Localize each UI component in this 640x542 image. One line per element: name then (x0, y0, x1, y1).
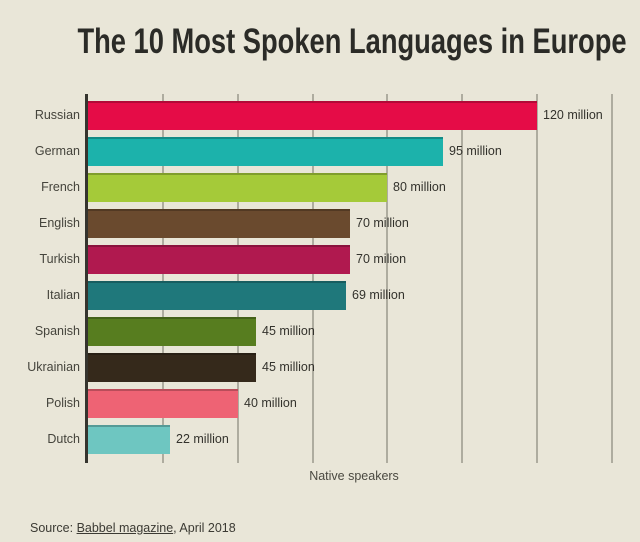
bar-russian (88, 101, 537, 130)
gridline-140 (610, 94, 613, 463)
category-label-turkish: Turkish (39, 252, 80, 266)
bar-italian (88, 281, 346, 310)
value-label-english: 70 million (356, 216, 409, 230)
gridline-80 (386, 94, 389, 463)
value-label-italian: 69 million (352, 288, 405, 302)
value-label-dutch: 22 million (176, 432, 229, 446)
category-label-dutch: Dutch (47, 432, 80, 446)
gridline-20 (161, 94, 164, 463)
bar-dutch (88, 425, 170, 454)
value-label-german: 95 million (449, 144, 502, 158)
category-label-italian: Italian (46, 288, 80, 302)
source-note: Source: Babbel magazine, April 2018 (30, 521, 236, 535)
category-label-ukrainian: Ukrainian (27, 360, 80, 374)
source-suffix: , April 2018 (173, 521, 236, 535)
chart-title-text: The 10 Most Spoken Languages in Europe (77, 22, 627, 61)
category-label-german: German (34, 144, 80, 158)
gridline-120 (536, 94, 538, 463)
value-label-turkish: 70 milion (356, 252, 407, 266)
source-prefix: Source: (30, 521, 77, 535)
chart-title: The 10 Most Spoken Languages in Europe (0, 22, 640, 78)
bar-polish (88, 389, 238, 418)
category-label-russian: Russian (34, 108, 80, 122)
bar-french (88, 173, 387, 202)
bar-english (88, 209, 350, 238)
bar-ukrainian (88, 353, 256, 382)
x-axis-label: Native speakers (309, 469, 399, 483)
bar-german (88, 137, 443, 166)
value-label-ukrainian: 45 million (262, 360, 315, 374)
category-label-english: English (39, 216, 80, 230)
category-label-polish: Polish (45, 396, 80, 410)
category-label-spanish: Spanish (34, 324, 80, 338)
value-label-polish: 40 million (244, 396, 297, 410)
bar-turkish (88, 245, 350, 274)
gridline-40 (236, 94, 239, 463)
value-label-russian: 120 million (543, 108, 603, 122)
y-axis-line (85, 94, 88, 463)
value-label-spanish: 45 million (262, 324, 315, 338)
gridline-100 (461, 94, 464, 463)
value-label-french: 80 million (393, 180, 446, 194)
source-link[interactable]: Babbel magazine (76, 521, 174, 535)
category-label-french: French (41, 180, 80, 194)
bar-chart: Native speakers Russian 120 million German… (0, 88, 640, 500)
bar-spanish (88, 317, 256, 346)
gridline-60 (311, 94, 314, 463)
